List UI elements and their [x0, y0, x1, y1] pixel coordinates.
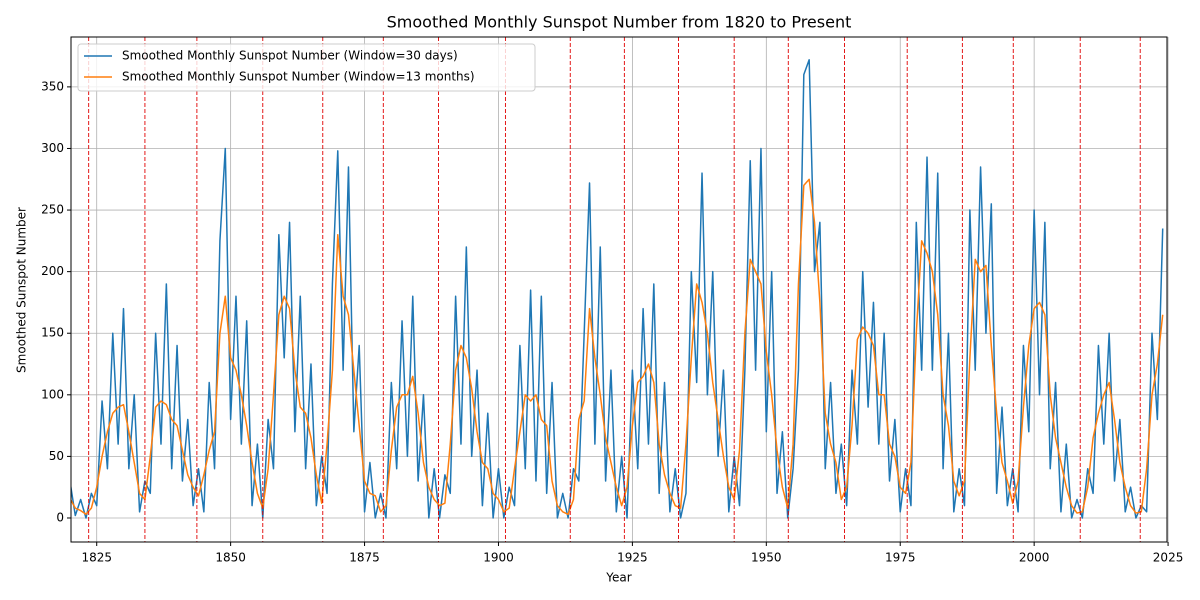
series-line [71, 59, 1164, 519]
y-tick-label: 150 [41, 326, 64, 340]
y-axis-label: Smoothed Sunspot Number [15, 207, 29, 373]
x-tick-label: 1975 [885, 551, 916, 565]
y-tick-label: 200 [41, 264, 64, 278]
x-axis-label: Year [605, 571, 631, 585]
legend-box [77, 43, 536, 92]
x-tick-label: 1900 [483, 551, 514, 565]
x-tick-label: 1825 [81, 551, 112, 565]
plot-frame [70, 36, 1168, 543]
plot-area [71, 37, 1164, 542]
y-tick-label: 350 [41, 79, 64, 93]
legend-label: Smoothed Monthly Sunspot Number (Window=… [122, 70, 475, 84]
x-tick-label: 1875 [349, 551, 380, 565]
x-tick-label: 1950 [751, 551, 782, 565]
chart-title: Smoothed Monthly Sunspot Number from 182… [387, 13, 852, 32]
axes: 1825 1850 1875 1900 1925 1950 1975 2000 2025 0 50 1… [41, 79, 1183, 564]
x-tick-label: 1925 [617, 551, 648, 565]
y-tick-label: 250 [41, 203, 64, 217]
grid [71, 37, 1169, 542]
legend-label: Smoothed Monthly Sunspot Number (Window=… [122, 49, 458, 63]
y-tick-label: 300 [41, 141, 64, 155]
x-tick-label: 1850 [215, 551, 246, 565]
legend: Smoothed Monthly Sunspot Number (Window=… [77, 43, 536, 92]
series-line [71, 178, 1164, 516]
x-tick-label: 2000 [1019, 551, 1050, 565]
y-tick-label: 100 [41, 387, 64, 401]
x-tick-label: 2025 [1153, 551, 1184, 565]
y-tick-label: 0 [56, 510, 64, 524]
y-tick-label: 50 [49, 449, 64, 463]
